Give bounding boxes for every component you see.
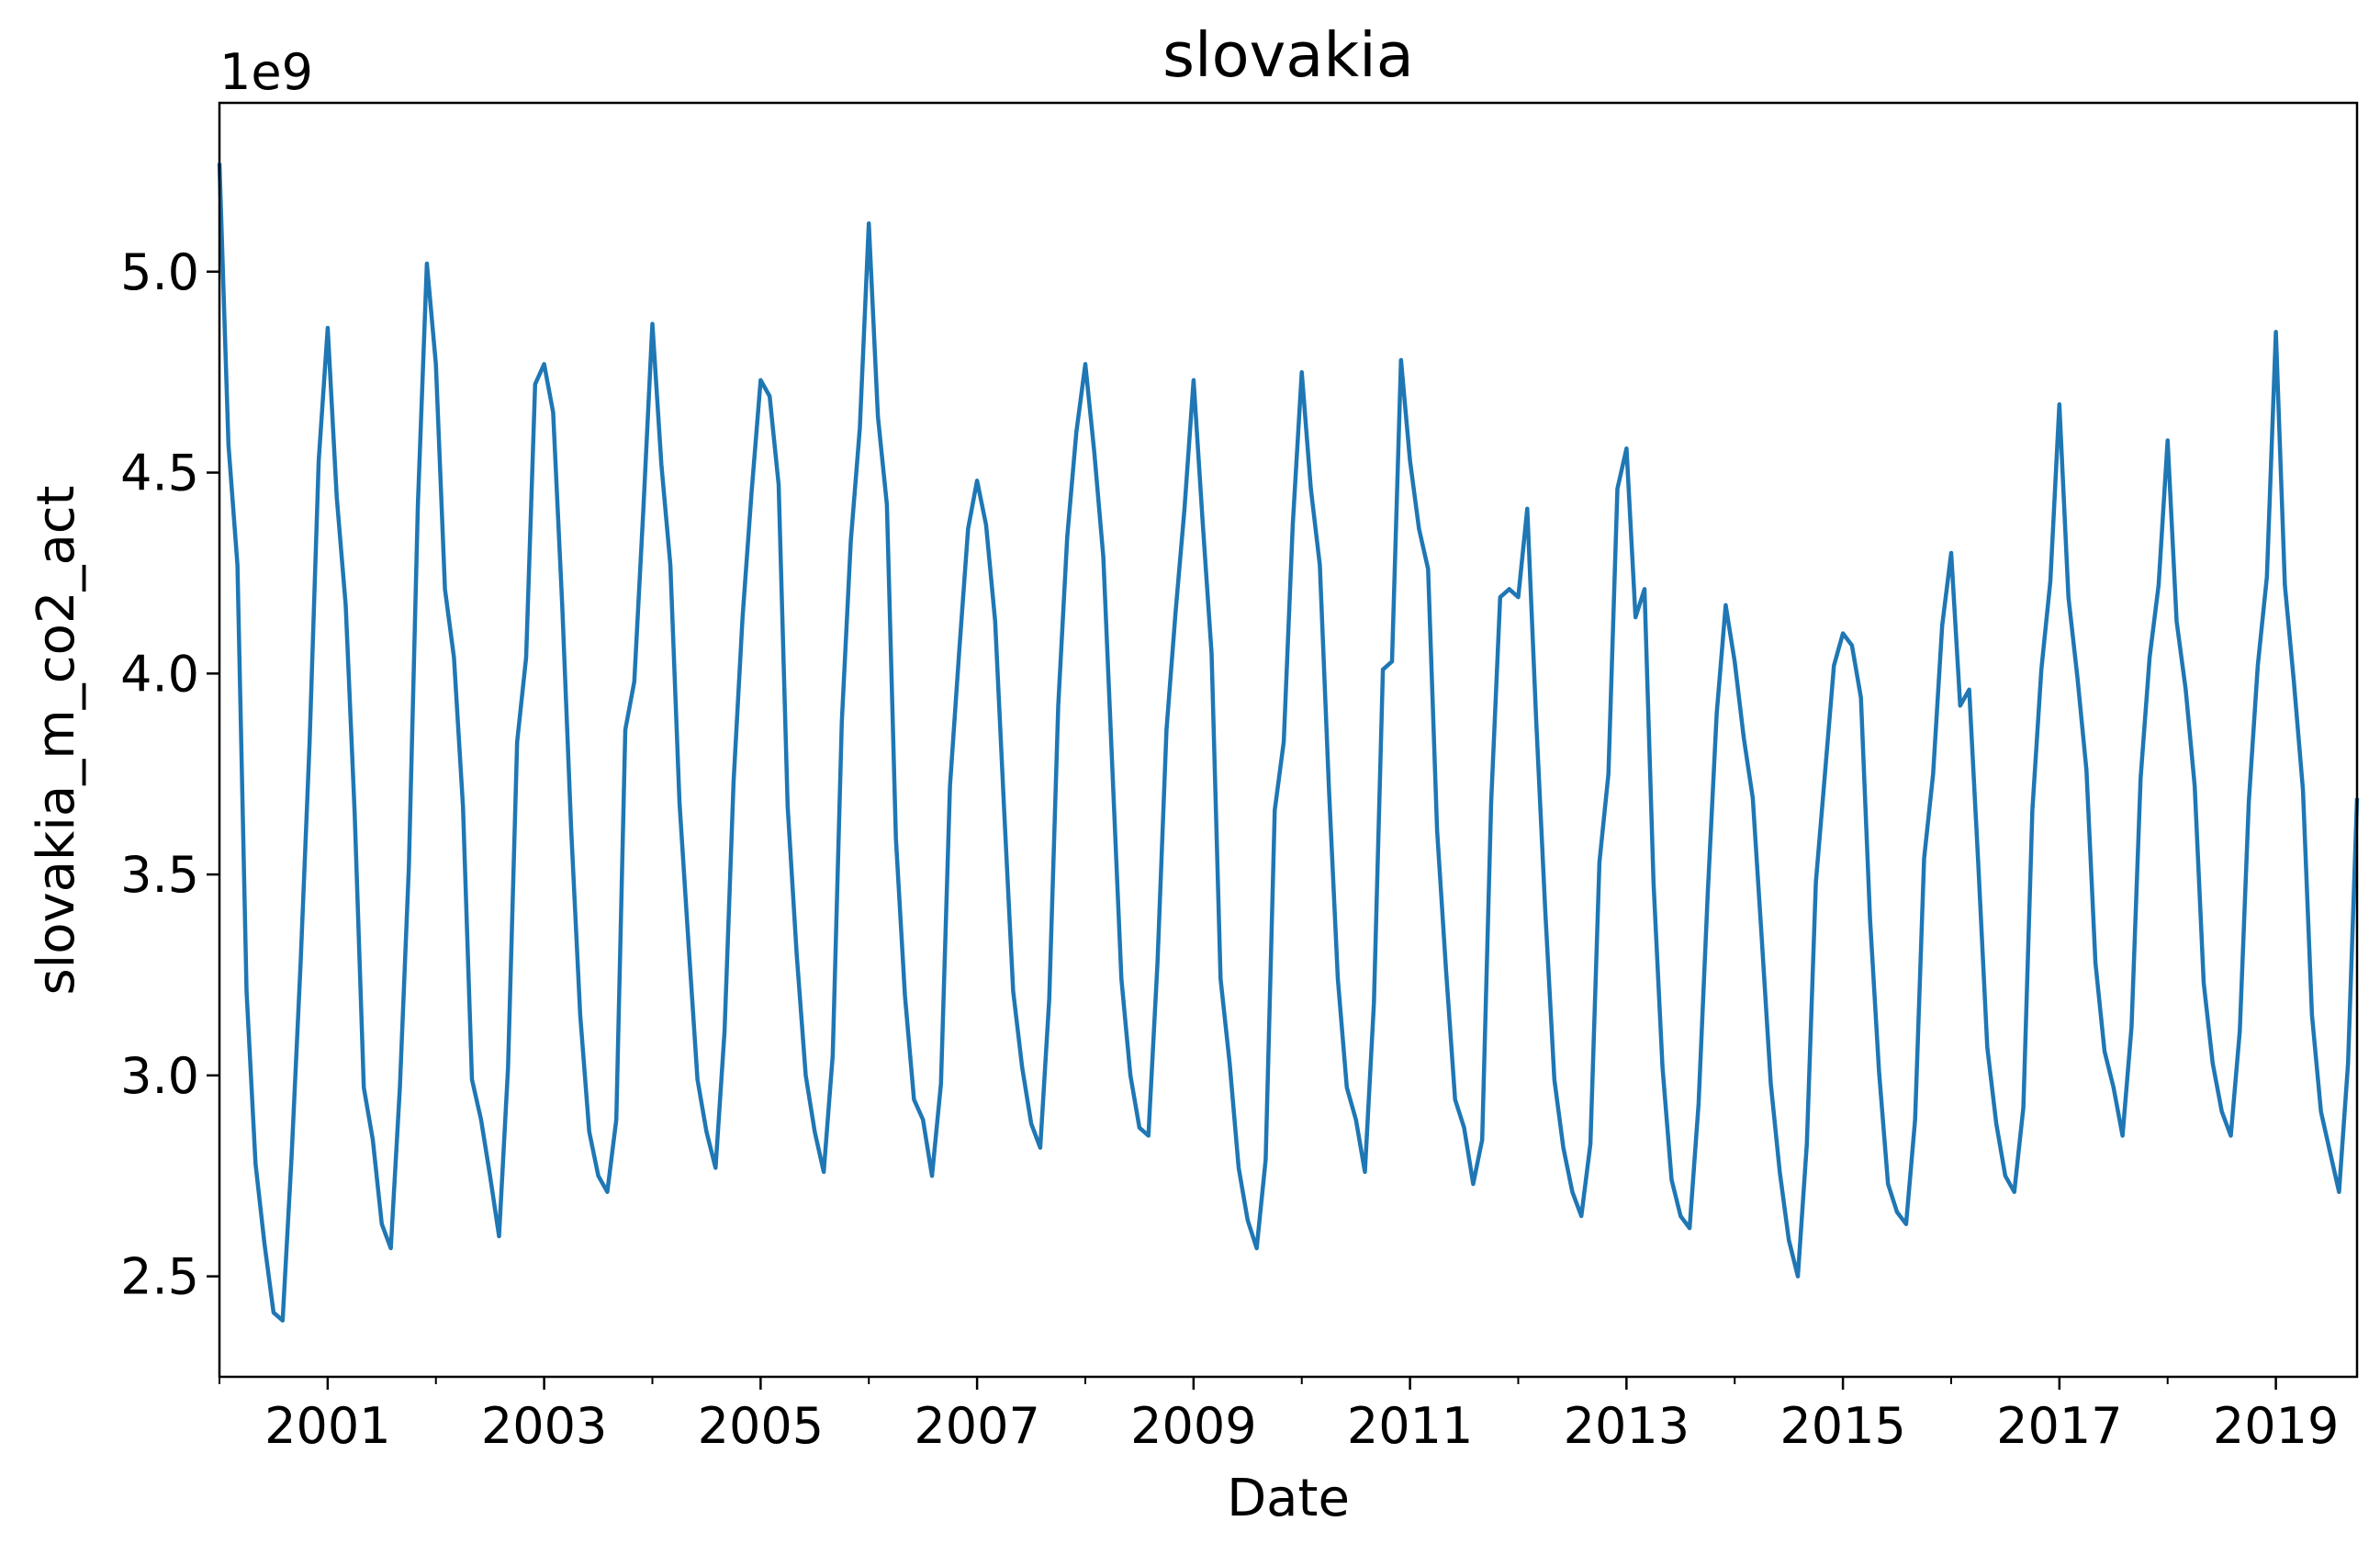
y-tick-label: 4.5 (120, 445, 199, 502)
y-tick-label: 5.0 (120, 243, 199, 301)
y-axis-title: slovakia_m_co2_act (27, 485, 86, 995)
y-tick-label: 4.0 (120, 645, 199, 703)
x-axis-title: Date (1227, 1469, 1350, 1528)
y-tick-label: 3.0 (120, 1047, 199, 1105)
x-tick-label: 2009 (1130, 1397, 1256, 1455)
y-offset-label: 1e9 (219, 43, 313, 101)
x-tick-label: 2013 (1564, 1397, 1690, 1455)
x-axis: 2001 2003 2005 2007 2009 2011 2013 2015 2017 2019 (219, 1377, 2339, 1455)
chart-title: slovakia (1162, 19, 1414, 91)
x-tick-label: 2015 (1779, 1397, 1905, 1455)
plot-frame (218, 101, 2359, 1379)
x-tick-label: 2017 (1996, 1397, 2122, 1455)
x-tick-label: 2001 (264, 1397, 390, 1455)
x-tick-label: 2011 (1347, 1397, 1473, 1455)
plot-area (217, 163, 2360, 1323)
y-axis: 2.5 3.0 3.5 4.0 4.5 5.0 (120, 243, 219, 1306)
x-tick-label: 2005 (698, 1397, 824, 1455)
x-tick-label: 2019 (2213, 1397, 2339, 1455)
x-tick-label: 2007 (914, 1397, 1039, 1455)
x-tick-label: 2003 (481, 1397, 607, 1455)
y-tick-label: 2.5 (120, 1248, 199, 1306)
series-line-0 (217, 163, 2360, 1323)
y-tick-label: 3.5 (120, 846, 199, 904)
